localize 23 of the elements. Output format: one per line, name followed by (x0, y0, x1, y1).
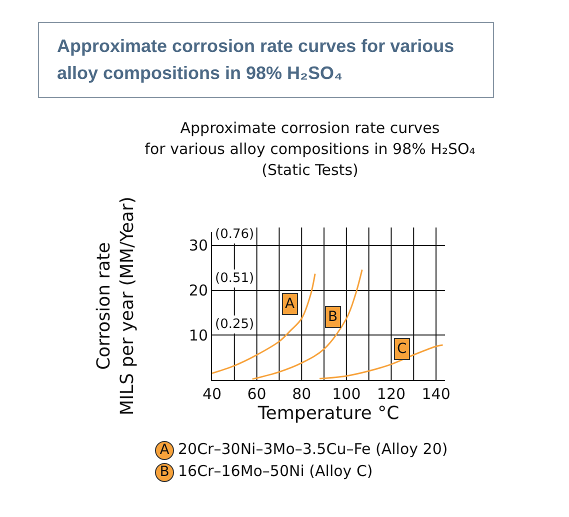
x-tick-label: 100 (332, 385, 361, 403)
x-axis-title: Temperature °C (256, 403, 400, 424)
x-tick-label: 120 (376, 385, 406, 403)
x-tick-label: 40 (202, 385, 222, 403)
y-tick-label: 20 (188, 282, 208, 300)
y2-tick-label: (0.76) (215, 227, 254, 242)
annotation: B (328, 309, 338, 325)
x-tick-label: 80 (292, 385, 312, 403)
chart-title: Approximate corrosion rate curves for various alloy compositions in 98% H₂SO₄ (38, 22, 494, 98)
text: B 16Cr–16Mo–50Ni (Alloy C) (158, 461, 374, 482)
y2-tick-label: (0.25) (215, 317, 254, 332)
annotation: A (285, 296, 295, 312)
text: A 20Cr–30Ni–3Mo–3.5Cu–Fe (Alloy 20) (158, 439, 448, 460)
annotation: C (397, 341, 407, 357)
y-axis-title: Corrosion rate MILS per year (MM/Year) (94, 196, 138, 416)
y-tick-label: 30 (188, 236, 208, 255)
x-tick-label: 140 (422, 385, 450, 403)
line-series (212, 272, 316, 374)
chart-subtitle: Approximate corrosion rate curves for various alloy compositions in 98% H₂SO₄ (Static Tests) (144, 118, 476, 181)
x-tick-label: 60 (247, 385, 266, 403)
line-series (252, 268, 363, 380)
y2-tick-label: (0.51) (215, 271, 254, 286)
y-tick-label: 10 (188, 326, 208, 344)
